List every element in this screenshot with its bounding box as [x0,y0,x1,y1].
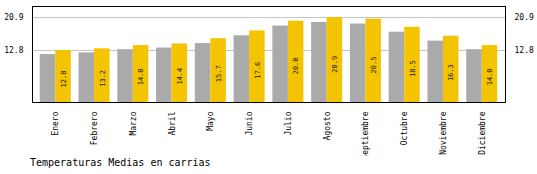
svg-text:18.5: 18.5 [409,60,417,77]
svg-text:Mayo: Mayo [206,111,215,130]
svg-text:Marzo: Marzo [129,111,138,135]
svg-text:15.7: 15.7 [215,65,223,82]
svg-text:20.9: 20.9 [4,13,23,22]
svg-text:Diciembre: Diciembre [478,111,487,155]
svg-text:12.8: 12.8 [515,46,534,55]
svg-text:13.2: 13.2 [99,70,107,87]
html-text:Temperaturas Medias en carrias: Temperaturas Medias en carrias [30,157,211,168]
svg-text:Febrero: Febrero [90,111,99,145]
svg-text:Septiembre: Septiembre [361,111,370,156]
svg-text:Octubre: Octubre [400,111,409,145]
svg-text:Enero: Enero [51,111,60,135]
svg-text:Noviembre: Noviembre [439,111,448,155]
svg-text:20.0: 20.0 [292,57,300,74]
svg-text:14.0: 14.0 [137,68,145,85]
svg-text:12.8: 12.8 [60,71,68,88]
svg-text:14.0: 14.0 [486,68,494,85]
svg-text:14.4: 14.4 [176,68,184,85]
svg-text:12.8: 12.8 [4,46,23,55]
svg-text:Julio: Julio [284,111,293,135]
svg-text:Junio: Junio [245,111,254,135]
svg-text:20.9: 20.9 [515,13,534,22]
svg-text:Abril: Abril [168,111,177,135]
svg-text:Agosto: Agosto [323,111,332,140]
svg-text:17.6: 17.6 [254,62,262,79]
svg-text:20.9: 20.9 [331,56,339,73]
svg-text:16.3: 16.3 [447,64,455,81]
svg-text:20.5: 20.5 [370,57,378,74]
